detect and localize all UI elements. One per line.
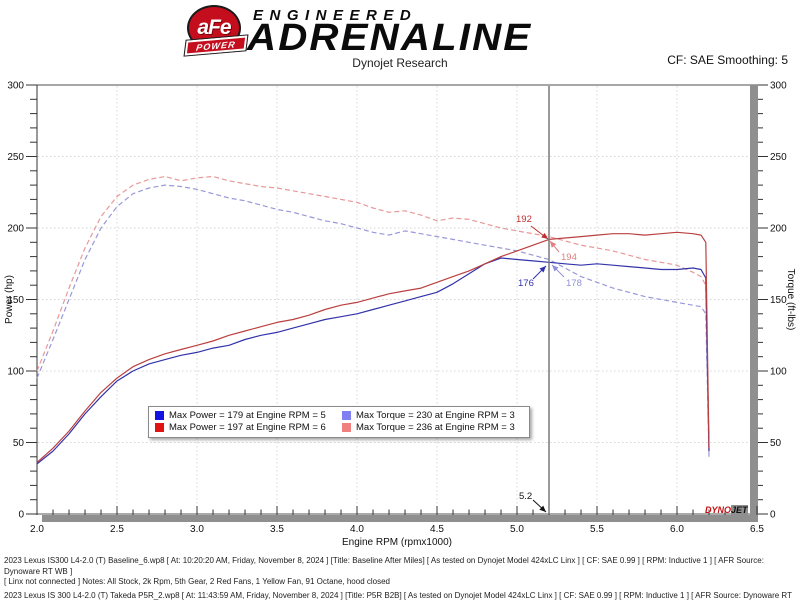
annotation-5.2: 5.2 bbox=[519, 491, 532, 502]
legend-label: Max Power = 179 at Engine RPM = 5 bbox=[169, 410, 326, 421]
run2-info-line1: 2023 Lexus IS 300 L4-2.0 (T) Takeda P5R_… bbox=[4, 590, 792, 600]
annotation-194: 194 bbox=[561, 252, 577, 263]
left-tick-label: 50 bbox=[13, 438, 25, 449]
right-tick-label: 250 bbox=[770, 152, 787, 163]
left-tick-label: 150 bbox=[7, 295, 24, 306]
right-axis-band bbox=[750, 85, 758, 522]
annotation-arrowhead bbox=[539, 266, 546, 273]
legend-swatch-torque-baseline bbox=[342, 411, 351, 420]
x-tick-label: 6.5 bbox=[750, 524, 764, 535]
annotation-178: 178 bbox=[566, 278, 582, 289]
gridlines bbox=[38, 86, 749, 513]
x-tick-label: 5.5 bbox=[590, 524, 604, 535]
x-tick-label: 2.0 bbox=[30, 524, 44, 535]
x-tick-label: 3.0 bbox=[190, 524, 204, 535]
legend-item-max-torque-takeda: Max Torque = 236 at Engine RPM = 3 bbox=[342, 422, 525, 433]
right-tick-label: 300 bbox=[770, 81, 787, 92]
x-tick-label: 5.0 bbox=[510, 524, 524, 535]
annotation-192: 192 bbox=[516, 214, 532, 225]
brand-tagline-adrenaline: ADRENALINE bbox=[247, 17, 533, 59]
left-axis-ticks bbox=[26, 84, 37, 515]
series-line-2 bbox=[36, 257, 710, 465]
annotation-arrowhead bbox=[550, 241, 557, 248]
legend-label: Max Power = 197 at Engine RPM = 6 bbox=[169, 422, 326, 433]
left-tick-label: 300 bbox=[7, 81, 24, 92]
page-title: Dynojet Research bbox=[352, 56, 448, 70]
right-tick-label: 150 bbox=[770, 295, 787, 306]
run1-info-line1: 2023 Lexus IS300 L4-2.0 (T) Baseline_6.w… bbox=[4, 556, 764, 576]
legend-label: Max Torque = 230 at Engine RPM = 3 bbox=[356, 410, 515, 421]
x-tick-label: 4.0 bbox=[350, 524, 364, 535]
left-axis-title: Power (hp) bbox=[4, 275, 15, 324]
annotation-arrowhead bbox=[552, 265, 559, 272]
chart-legend: Max Power = 179 at Engine RPM = 5 Max To… bbox=[148, 406, 530, 438]
legend-item-max-power-takeda: Max Power = 197 at Engine RPM = 6 bbox=[155, 422, 338, 433]
dynojet-watermark: DYNOJET bbox=[705, 505, 748, 515]
annotation-arrowhead bbox=[539, 505, 546, 512]
right-tick-label: 200 bbox=[770, 224, 787, 235]
right-axis-title: Torque (ft-lbs) bbox=[785, 269, 796, 331]
series-line-3 bbox=[36, 231, 710, 463]
legend-label: Max Torque = 236 at Engine RPM = 3 bbox=[356, 422, 515, 433]
right-tick-label: 100 bbox=[770, 367, 787, 378]
legend-swatch-power-takeda bbox=[155, 423, 164, 432]
x-tick-label: 4.5 bbox=[430, 524, 444, 535]
right-tick-label: 0 bbox=[770, 510, 776, 521]
annotation-arrowhead bbox=[541, 232, 548, 239]
left-tick-label: 200 bbox=[7, 224, 24, 235]
legend-item-max-power-baseline: Max Power = 179 at Engine RPM = 5 bbox=[155, 410, 338, 421]
x-tick-label: 6.0 bbox=[670, 524, 684, 535]
series-line-1 bbox=[36, 175, 710, 454]
dynojet-watermark-black: JET bbox=[731, 505, 748, 515]
x-axis-ticks bbox=[36, 506, 758, 515]
x-axis-title: Engine RPM (rpmx1000) bbox=[342, 537, 452, 548]
run-info-footer: 2023 Lexus IS300 L4-2.0 (T) Baseline_6.w… bbox=[4, 556, 798, 600]
legend-swatch-power-baseline bbox=[155, 411, 164, 420]
brand-tagline-engineered: ENGINEERED bbox=[253, 7, 418, 24]
x-tick-label: 3.5 bbox=[270, 524, 284, 535]
bottom-axis-band bbox=[42, 515, 758, 522]
afe-logo-text: aFe bbox=[197, 16, 231, 39]
smoothing-setting-label: CF: SAE Smoothing: 5 bbox=[667, 53, 788, 67]
left-tick-label: 100 bbox=[7, 367, 24, 378]
legend-item-max-torque-baseline: Max Torque = 230 at Engine RPM = 3 bbox=[342, 410, 525, 421]
x-tick-label: 2.5 bbox=[110, 524, 124, 535]
run1-info-line2: [ Linx not connected ] Notes: All Stock,… bbox=[4, 577, 390, 586]
right-axis-ticks bbox=[758, 84, 768, 515]
legend-swatch-torque-takeda bbox=[342, 423, 351, 432]
left-tick-label: 0 bbox=[18, 510, 24, 521]
right-tick-label: 50 bbox=[770, 438, 782, 449]
series-line-0 bbox=[36, 184, 710, 457]
annotation-176: 176 bbox=[518, 278, 534, 289]
left-tick-label: 250 bbox=[7, 152, 24, 163]
afe-power-banner-text: POWER bbox=[195, 38, 237, 53]
dynojet-watermark-red: DYNO bbox=[705, 505, 732, 515]
